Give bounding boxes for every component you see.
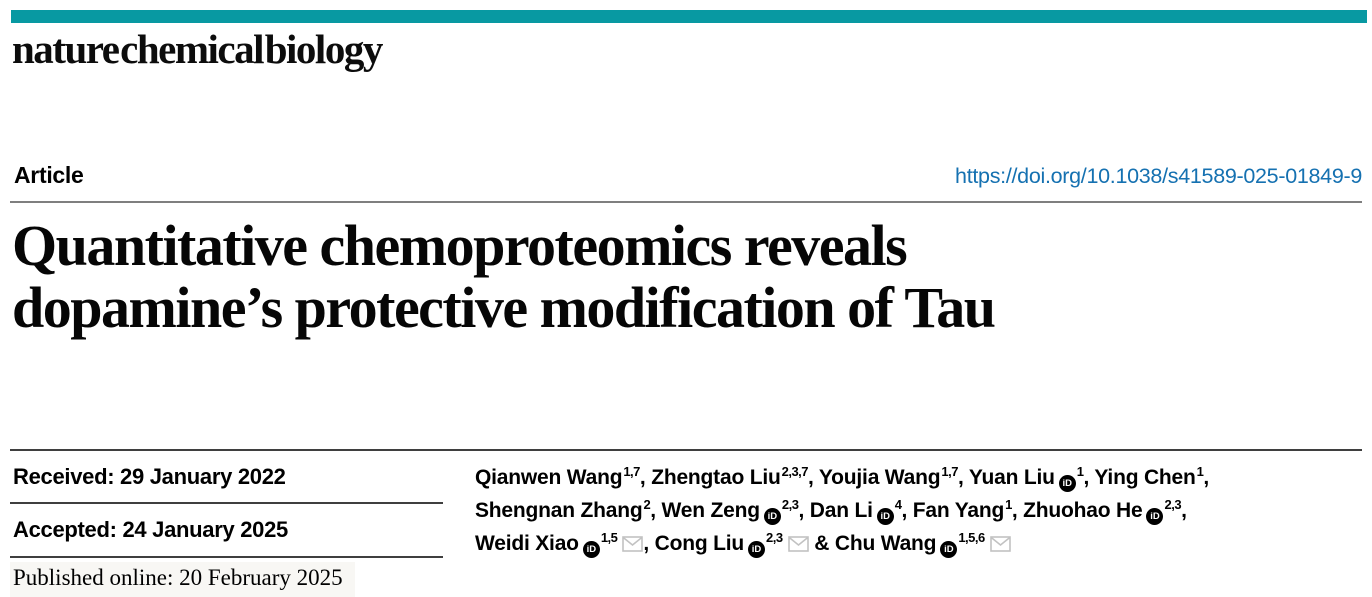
dates-divider-2 — [10, 556, 443, 558]
author-separator: , — [957, 466, 969, 489]
published-date-background — [10, 562, 355, 597]
author-affiliation-superscript: 2 — [643, 497, 651, 512]
author-separator: , — [1011, 499, 1024, 522]
author-line: Qianwen Wang1,7, Zhengtao Liu2,3,7, Youj… — [475, 461, 1370, 494]
author-line: Weidi Xiao iD1,5, Cong Liu iD2,3 & Chu Wan… — [475, 527, 1370, 560]
author-name: Chu Wang — [834, 532, 937, 555]
article-title-line2: dopamine’s protective modification of Ta… — [12, 275, 996, 340]
author-separator: , — [1181, 499, 1187, 522]
article-title-line1: Quantitative chemoproteomics reveals — [12, 213, 908, 278]
author-affiliation-superscript: 2,3,7 — [781, 464, 809, 479]
author-name: Yuan Liu — [968, 466, 1055, 489]
author-affiliation-superscript: 4 — [894, 497, 902, 512]
author-name: Fan Yang — [912, 499, 1005, 522]
author-affiliation-superscript: 2,3 — [1164, 497, 1182, 512]
author-separator: , — [901, 499, 913, 522]
author-affiliation-superscript: 1 — [1005, 497, 1012, 512]
author-affiliation-superscript: 1,7 — [623, 464, 640, 479]
received-date: Received: 29 January 2022 — [13, 464, 286, 489]
author-name: Ying Chen — [1094, 466, 1196, 489]
journal-wordmark: nature chemical biology — [12, 26, 383, 72]
doi-link[interactable]: https://doi.org/10.1038/s41589-025-01849… — [955, 164, 1362, 188]
author-name: Zhengtao Liu — [651, 466, 781, 489]
author-separator: , — [1083, 466, 1095, 489]
envelope-icon[interactable] — [622, 529, 644, 562]
journal-accent-bar — [11, 10, 1367, 23]
author-separator: , — [639, 466, 652, 489]
author-name: Dan Li — [809, 499, 873, 522]
author-name: Youjia Wang — [818, 466, 941, 489]
author-separator: , — [798, 499, 810, 522]
author-separator: & — [808, 532, 835, 555]
accepted-date: Accepted: 24 January 2025 — [13, 517, 288, 542]
orcid-icon[interactable]: iD — [1146, 508, 1164, 525]
author-separator: , — [1203, 466, 1210, 489]
dates-divider-1 — [10, 502, 443, 504]
orcid-icon[interactable]: iD — [1058, 475, 1076, 492]
article-type-label: Article — [14, 162, 84, 188]
author-name: Wen Zeng — [661, 499, 761, 522]
author-name: Zhuohao He — [1023, 499, 1143, 522]
author-affiliation-superscript: 1,5 — [600, 530, 618, 545]
article-title: Quantitative chemoproteomics reveals dop… — [12, 215, 1342, 339]
orcid-icon[interactable]: iD — [748, 541, 766, 558]
author-separator: , — [650, 499, 662, 522]
author-name: Shengnan Zhang — [475, 499, 643, 522]
author-list: Qianwen Wang1,7, Zhengtao Liu2,3,7, Youj… — [475, 461, 1370, 560]
author-name: Weidi Xiao — [475, 532, 579, 555]
envelope-icon[interactable] — [989, 529, 1011, 562]
header-divider — [10, 201, 1362, 203]
author-affiliation-superscript: 2,3 — [766, 530, 783, 545]
author-line: Shengnan Zhang2, Wen Zeng iD2,3, Dan Li iD… — [475, 494, 1370, 527]
author-name: Cong Liu — [654, 532, 745, 555]
orcid-icon[interactable]: iD — [582, 541, 600, 558]
orcid-icon[interactable]: iD — [763, 508, 781, 525]
author-separator: , — [808, 466, 819, 489]
author-affiliation-superscript: 1,5,6 — [958, 530, 985, 545]
author-affiliation-superscript: 1 — [1196, 464, 1204, 479]
orcid-icon[interactable]: iD — [940, 541, 958, 558]
published-online-date: Published online: 20 February 2025 — [13, 565, 343, 590]
author-affiliation-superscript: 1 — [1076, 464, 1084, 479]
orcid-icon[interactable]: iD — [876, 508, 894, 525]
author-name: Qianwen Wang — [475, 466, 623, 489]
author-affiliation-superscript: 2,3 — [781, 497, 799, 512]
metadata-top-rule — [10, 449, 1362, 451]
author-affiliation-superscript: 1,7 — [941, 464, 958, 479]
author-separator: , — [643, 532, 655, 555]
envelope-icon[interactable] — [787, 529, 809, 562]
